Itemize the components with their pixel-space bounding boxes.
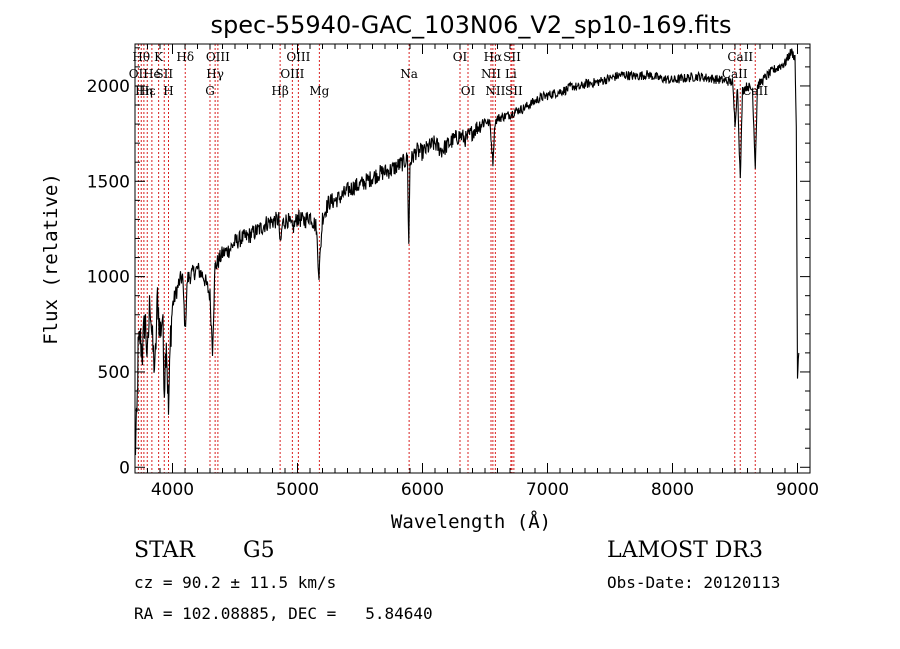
- spectrum-series: [134, 48, 800, 456]
- y-tick-label: 1500: [87, 172, 130, 192]
- spectral-line-label: OII: [129, 67, 149, 81]
- spectral-line-label: OIII: [206, 50, 230, 64]
- spectral-line-label: OI: [453, 50, 468, 64]
- y-axis-label: Flux (relative): [40, 173, 62, 345]
- observation-date: Obs-Date: 20120113: [607, 573, 781, 592]
- spectral-line-label: OI: [461, 84, 476, 98]
- spectral-line-label: G: [205, 84, 215, 98]
- spectral-line-label: NII: [481, 67, 501, 81]
- spectral-line-label: Hγ: [206, 67, 224, 81]
- survey-name: LAMOST DR3: [607, 538, 763, 563]
- spectral-line-label: SII: [505, 84, 523, 98]
- spectral-line-label: SII: [155, 67, 173, 81]
- y-tick-label: 0: [119, 458, 130, 478]
- x-tick-label: 8000: [651, 480, 694, 500]
- spectral-line-label: He: [143, 67, 161, 81]
- spectral-line-label: SII: [503, 50, 521, 64]
- x-tick-label: 9000: [776, 480, 819, 500]
- spectral-line-label: Hε: [139, 84, 156, 98]
- y-tick-label: 1000: [87, 268, 130, 288]
- redshift-velocity: cz = 90.2 ± 11.5 km/s: [134, 573, 337, 592]
- chart-title: spec-55940-GAC_103N06_V2_sp10-169.fits: [211, 11, 732, 39]
- x-tick-label: 6000: [401, 480, 444, 500]
- x-tick-label: 4000: [151, 480, 194, 500]
- coordinates: RA = 102.08885, DEC = 5.84640: [134, 604, 433, 623]
- spectral-line-label: Na: [400, 67, 418, 81]
- tick-labels: 4000 5000 6000 7000 8000 9000 0 500 1000 1500 2000: [87, 77, 819, 500]
- x-axis-label: Wavelength (Å): [391, 510, 551, 533]
- plot-frame: [134, 43, 811, 474]
- spectral-line-label: Hθ: [132, 50, 150, 64]
- spectral-line-label: H: [163, 84, 173, 98]
- spectral-line-label: CaII: [727, 50, 753, 64]
- spectral-line-label: NII: [485, 84, 505, 98]
- spectral-line-label: Hα: [484, 50, 503, 64]
- plot-axes: [134, 43, 811, 474]
- spectral-line-label: Hη: [135, 84, 153, 98]
- object-class: STAR: [134, 538, 195, 563]
- x-tick-label: 7000: [526, 480, 569, 500]
- spectral-line-label: Li: [505, 67, 517, 81]
- y-tick-label: 2000: [87, 77, 130, 97]
- spectral-line-markers: [137, 44, 756, 473]
- spectrum-line: [134, 48, 800, 456]
- spectral-line-label: Hδ: [176, 50, 194, 64]
- object-subclass: G5: [243, 538, 275, 563]
- y-tick-label: 500: [98, 363, 130, 383]
- x-tick-label: 5000: [276, 480, 319, 500]
- tick-marks: [134, 44, 811, 473]
- spectral-line-label: OIII: [286, 50, 310, 64]
- spectral-line-label: Mg: [309, 84, 329, 98]
- spectral-line-label: K: [154, 50, 164, 64]
- spectral-line-label: Hβ: [271, 84, 288, 98]
- spectral-line-label: OIII: [280, 67, 304, 81]
